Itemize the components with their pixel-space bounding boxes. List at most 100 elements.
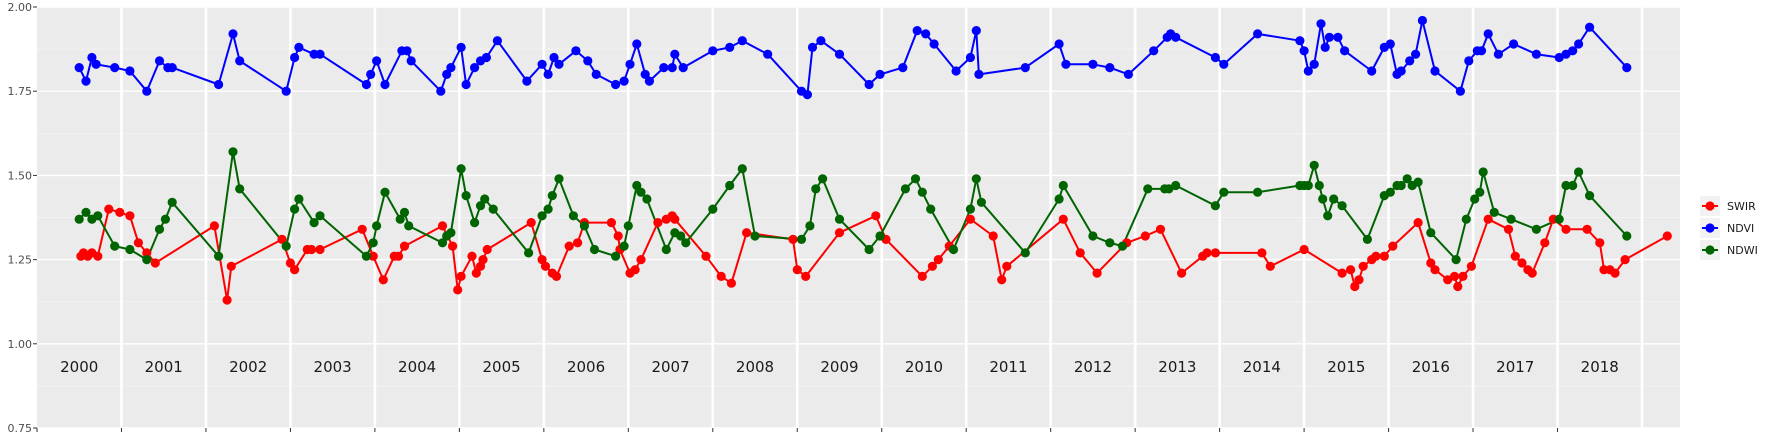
data-point-ndvi	[1105, 63, 1115, 73]
data-point-ndvi	[1210, 52, 1220, 63]
data-point-swir	[1177, 268, 1187, 278]
data-point-ndwi	[399, 207, 410, 217]
data-point-ndvi	[315, 49, 325, 59]
data-point-swir	[1358, 261, 1368, 271]
data-point-ndvi	[834, 49, 845, 59]
data-point-ndwi	[1506, 214, 1516, 224]
data-point-ndwi	[547, 191, 557, 201]
data-point-swir	[368, 251, 378, 261]
data-point-ndvi	[875, 69, 885, 79]
data-point-ndvi	[1123, 69, 1133, 79]
data-point-ndwi	[976, 197, 987, 207]
data-point-ndvi	[632, 39, 642, 49]
data-point-ndwi	[636, 187, 646, 197]
data-point-swir	[226, 261, 236, 271]
data-point-swir	[1430, 265, 1440, 275]
data-point-swir	[788, 234, 798, 244]
data-point-ndvi	[481, 52, 491, 63]
data-point-ndvi	[1417, 15, 1427, 26]
data-point-ndwi	[1303, 180, 1313, 191]
data-point-ndwi	[1088, 231, 1098, 241]
data-point-ndwi	[125, 244, 135, 255]
data-point-ndvi	[442, 69, 452, 79]
y-tick-label: 0.75	[8, 422, 33, 435]
data-point-swir	[104, 204, 114, 214]
data-point-ndwi	[1329, 194, 1339, 204]
data-point-ndwi	[290, 204, 300, 214]
data-point-ndvi	[1476, 46, 1487, 56]
data-point-swir	[1582, 224, 1592, 234]
data-point-ndwi	[294, 194, 304, 204]
data-point-swir	[437, 221, 448, 231]
data-point-ndwi	[110, 241, 120, 251]
data-point-ndvi	[816, 36, 826, 46]
data-point-ndvi	[456, 42, 466, 53]
data-point-ndwi	[864, 244, 874, 255]
data-point-swir	[306, 244, 317, 255]
data-point-swir	[1527, 268, 1537, 278]
data-point-swir	[209, 221, 219, 231]
data-point-swir	[1595, 238, 1605, 248]
data-point-ndwi	[524, 248, 534, 258]
data-point-swir	[606, 218, 617, 228]
data-point-ndwi	[1451, 255, 1461, 265]
data-point-swir	[1483, 214, 1493, 224]
year-label: 2005	[483, 358, 521, 376]
data-point-swir	[448, 241, 458, 251]
data-point-ndvi	[1309, 59, 1319, 69]
data-point-swir	[1002, 261, 1012, 271]
year-label: 2014	[1243, 358, 1281, 376]
data-point-ndvi	[228, 29, 238, 39]
data-point-ndwi	[1561, 180, 1571, 191]
data-point-ndvi	[1493, 49, 1503, 59]
data-point-ndwi	[309, 218, 319, 228]
data-point-ndwi	[661, 244, 671, 255]
data-point-ndwi	[380, 187, 390, 197]
data-point-ndvi	[380, 79, 390, 90]
data-point-swir	[1466, 261, 1476, 271]
year-label: 2015	[1327, 358, 1365, 376]
data-point-swir	[1350, 281, 1360, 292]
data-point-swir	[1517, 258, 1527, 268]
data-point-swir	[1662, 231, 1672, 241]
data-point-ndvi	[625, 59, 635, 69]
data-point-ndvi	[1253, 29, 1263, 39]
data-point-ndwi	[1475, 187, 1485, 197]
data-point-ndwi	[167, 197, 177, 207]
data-point-ndwi	[579, 221, 590, 231]
data-point-ndwi	[568, 211, 579, 221]
data-point-ndwi	[1020, 248, 1030, 258]
data-point-ndvi	[1385, 39, 1395, 49]
data-point-ndwi	[750, 231, 760, 241]
data-point-ndwi	[461, 191, 471, 201]
data-point-swir	[133, 238, 143, 248]
data-point-swir	[726, 278, 737, 288]
data-point-ndvi	[470, 63, 480, 73]
data-point-swir	[1210, 248, 1220, 258]
data-point-swir	[551, 271, 562, 281]
data-point-ndvi	[571, 46, 581, 56]
data-point-ndvi	[1509, 39, 1519, 49]
data-point-ndwi	[554, 174, 564, 184]
data-point-ndvi	[406, 56, 416, 66]
legend: SWIR NDVI NDWI	[1700, 196, 1758, 260]
data-point-ndwi	[214, 251, 224, 261]
data-point-swir	[1346, 265, 1356, 275]
data-point-ndwi	[589, 244, 600, 255]
data-point-ndwi	[74, 214, 84, 224]
data-point-ndwi	[475, 201, 486, 211]
data-point-ndvi	[591, 69, 601, 79]
data-point-ndvi	[912, 26, 922, 36]
data-point-swir	[1337, 268, 1347, 278]
data-point-ndvi	[366, 69, 376, 79]
data-point-ndwi	[926, 204, 936, 214]
data-point-ndvi	[74, 63, 84, 73]
data-point-ndvi	[1568, 46, 1578, 56]
legend-key-point	[1705, 201, 1715, 211]
data-point-ndvi	[1171, 32, 1181, 42]
data-point-swir	[1075, 248, 1085, 258]
legend-key-point	[1705, 245, 1715, 255]
data-point-ndwi	[1143, 184, 1153, 194]
data-point-swir	[1140, 231, 1150, 241]
